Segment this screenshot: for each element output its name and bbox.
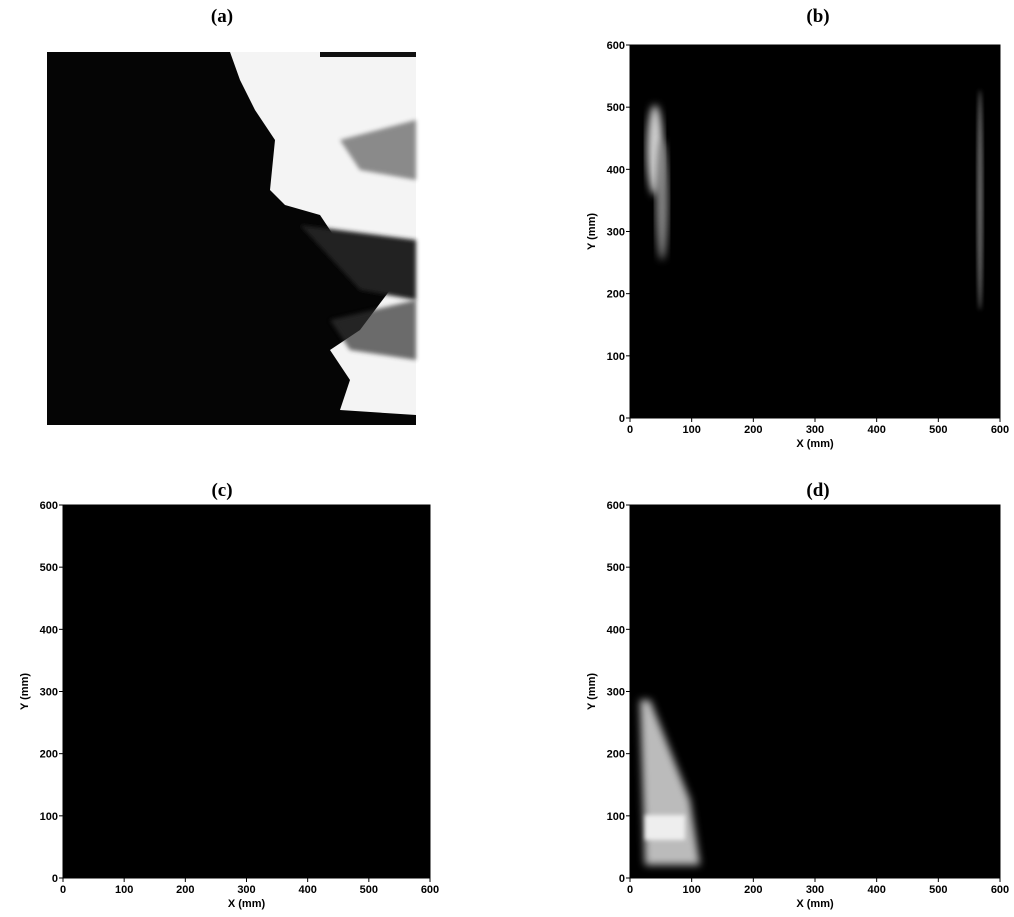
- x-tick-label: 500: [929, 424, 947, 436]
- photo-texture: [330, 300, 416, 360]
- y-tick-label: 400: [607, 164, 625, 176]
- y-tick-label: 600: [607, 40, 625, 52]
- x-tick-label: 300: [806, 424, 824, 436]
- y-tick-label: 500: [607, 562, 625, 574]
- x-tick-label: 300: [806, 884, 824, 896]
- photo-edge: [320, 52, 416, 57]
- y-tick-label: 300: [607, 687, 625, 699]
- y-axis-label: Y (mm): [586, 213, 598, 250]
- x-tick-label: 500: [929, 884, 947, 896]
- image-background: [630, 45, 1000, 418]
- x-tick-label: 400: [867, 884, 885, 896]
- y-tick-label: 300: [40, 687, 58, 699]
- y-tick-label: 100: [40, 811, 58, 823]
- y-axis-label: Y (mm): [19, 673, 31, 710]
- x-tick-label: 200: [744, 884, 762, 896]
- x-tick-label: 500: [360, 884, 378, 896]
- image-patch: [977, 90, 983, 310]
- image-patches: [63, 45, 1000, 878]
- x-axis-label: X (mm): [228, 898, 266, 910]
- x-tick-label: 0: [60, 884, 66, 896]
- photo: [47, 52, 416, 425]
- x-tick-label: 0: [627, 884, 633, 896]
- y-tick-label: 100: [607, 811, 625, 823]
- x-tick-label: 100: [682, 424, 700, 436]
- y-tick-label: 0: [619, 413, 625, 425]
- chart-title: (d): [806, 480, 829, 501]
- y-tick-label: 500: [40, 562, 58, 574]
- photo-shadow: [300, 225, 416, 300]
- image-patch: [656, 140, 668, 260]
- x-tick-label: 0: [627, 424, 633, 436]
- x-tick-label: 300: [237, 884, 255, 896]
- y-tick-label: 400: [607, 624, 625, 636]
- x-tick-label: 600: [991, 424, 1009, 436]
- x-tick-label: 600: [991, 884, 1009, 896]
- chart-title: (c): [211, 480, 232, 501]
- y-tick-label: 0: [52, 873, 58, 885]
- x-tick-label: 400: [867, 424, 885, 436]
- y-tick-label: 400: [40, 624, 58, 636]
- y-tick-label: 100: [607, 351, 625, 363]
- y-tick-label: 600: [607, 500, 625, 512]
- chart-title: (a): [211, 6, 233, 27]
- y-tick-label: 600: [40, 500, 58, 512]
- y-tick-label: 0: [619, 873, 625, 885]
- y-tick-label: 200: [607, 749, 625, 761]
- x-tick-label: 400: [298, 884, 316, 896]
- y-axis-label: Y (mm): [586, 673, 598, 710]
- x-tick-label: 100: [682, 884, 700, 896]
- y-tick-label: 200: [607, 289, 625, 301]
- x-tick-label: 600: [421, 884, 439, 896]
- image-background: [63, 505, 430, 878]
- x-axis-label: X (mm): [796, 438, 834, 450]
- x-tick-label: 100: [115, 884, 133, 896]
- x-tick-label: 200: [176, 884, 194, 896]
- y-tick-label: 300: [607, 227, 625, 239]
- image-patch: [645, 815, 685, 840]
- chart-title: (b): [806, 6, 829, 27]
- x-axis-label: X (mm): [796, 898, 834, 910]
- photo-texture: [340, 120, 416, 180]
- x-tick-label: 200: [744, 424, 762, 436]
- y-tick-label: 200: [40, 749, 58, 761]
- y-tick-label: 500: [607, 102, 625, 114]
